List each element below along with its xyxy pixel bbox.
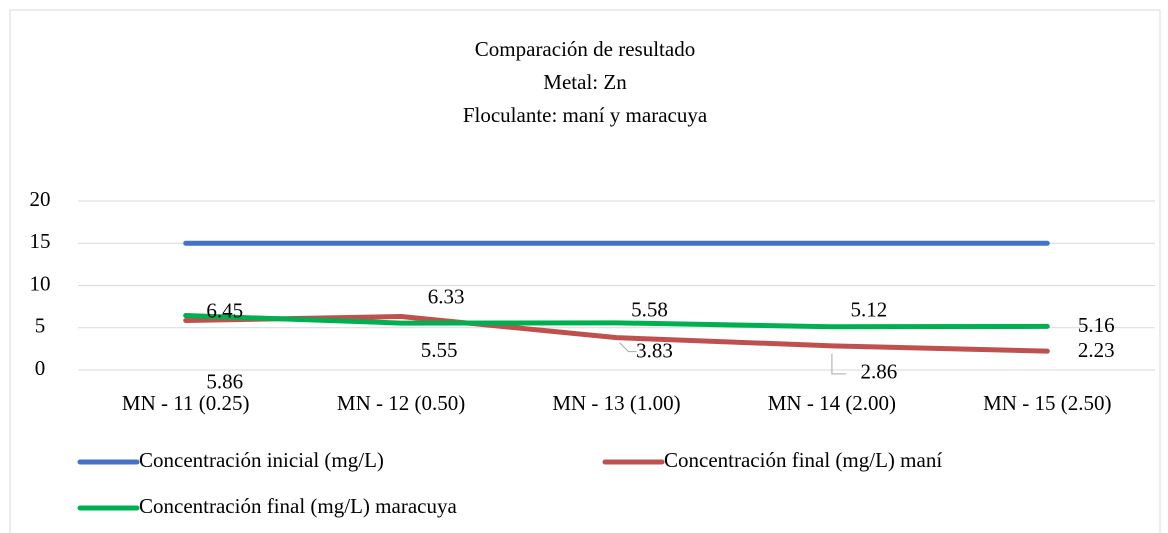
legend-label: Concentración final (mg/L) maní (664, 448, 942, 472)
x-tick-label: MN - 14 (2.00) (768, 391, 896, 415)
x-tick-label: MN - 13 (1.00) (552, 391, 680, 415)
data-label: 5.55 (421, 338, 458, 362)
y-tick-label: 10 (30, 271, 51, 295)
data-label: 6.33 (428, 284, 465, 308)
data-label: 5.58 (631, 298, 668, 322)
line-series (183, 314, 1050, 354)
x-tick-label: MN - 12 (0.50) (337, 391, 465, 415)
chart-frame (9, 9, 1161, 533)
x-tick-label: MN - 11 (0.25) (122, 391, 250, 415)
data-label: 5.86 (206, 369, 243, 393)
chart-subtitle: Floculante: maní y maracuya (463, 103, 708, 127)
y-tick-label: 20 (30, 187, 51, 211)
data-label: 3.83 (636, 338, 673, 362)
data-label: 5.12 (851, 298, 888, 322)
x-tick-label: MN - 15 (2.50) (983, 391, 1111, 415)
legend-label: Concentración final (mg/L) maracuya (139, 494, 457, 518)
leader-line (619, 342, 637, 353)
chart-title: Comparación de resultado (475, 37, 695, 61)
y-tick-label: 15 (30, 229, 51, 253)
data-label: 6.45 (206, 298, 243, 322)
leader-line (831, 353, 846, 375)
data-label: 2.23 (1078, 338, 1115, 362)
chart-subtitle: Metal: Zn (543, 70, 627, 94)
data-label: 5.16 (1078, 313, 1115, 337)
y-tick-label: 0 (35, 356, 46, 380)
y-tick-label: 5 (35, 314, 46, 338)
line-series (183, 312, 1050, 330)
data-label: 2.86 (861, 360, 898, 384)
legend-label: Concentración inicial (mg/L) (139, 448, 384, 472)
